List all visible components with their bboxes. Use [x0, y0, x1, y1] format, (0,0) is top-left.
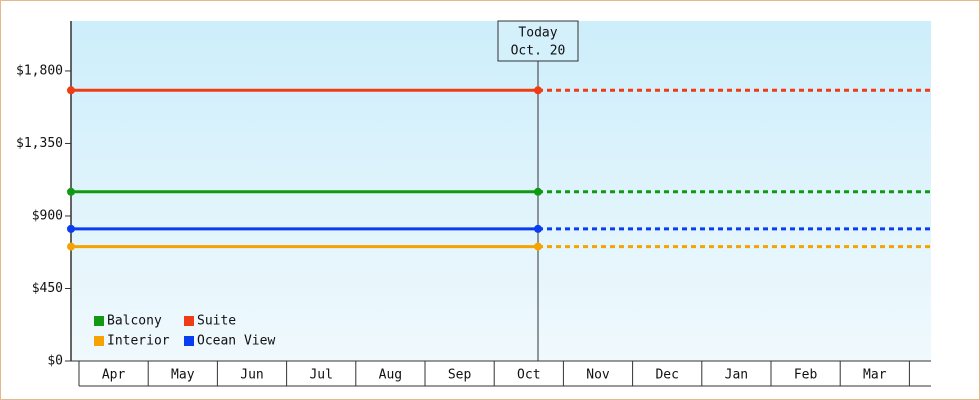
today-box	[497, 20, 579, 62]
x-tick-label: Mar	[863, 368, 887, 383]
y-tick-label: $450	[32, 281, 63, 296]
legend-label: Interior	[107, 334, 170, 349]
legend-swatch	[184, 316, 194, 326]
x-tick-label: Sep	[448, 368, 472, 383]
x-tick-label: Nov	[586, 368, 610, 383]
series-point	[534, 187, 542, 196]
legend-label: Ocean View	[197, 334, 275, 349]
x-tick-label: Aug	[379, 368, 402, 383]
y-tick-label: $1,800	[16, 63, 63, 78]
legend-swatch	[94, 316, 104, 326]
series-point	[534, 86, 542, 95]
series-point	[67, 187, 75, 196]
series-point	[67, 224, 75, 233]
x-tick-label: Apr	[102, 368, 126, 383]
legend-swatch	[94, 336, 104, 346]
x-tick-label: Feb	[794, 368, 818, 383]
x-tick-label: May	[171, 368, 195, 383]
x-tick-label: Oct	[517, 368, 540, 383]
y-tick-label: $0	[47, 354, 63, 369]
legend-label: Suite	[197, 314, 236, 329]
series-point	[67, 242, 75, 251]
x-tick-label: Jul	[309, 368, 332, 383]
today-title: Today	[518, 26, 557, 41]
legend-label: Balcony	[107, 314, 162, 329]
series-point	[534, 242, 542, 251]
x-tick-label: Jun	[240, 368, 263, 383]
x-tick-label: Dec	[655, 368, 678, 383]
y-tick-label: $900	[32, 208, 63, 223]
y-tick-label: $1,350	[16, 136, 63, 151]
series-point	[67, 86, 75, 95]
x-tick-label: Jan	[725, 368, 748, 383]
legend-swatch	[184, 336, 194, 346]
series-point	[534, 224, 542, 233]
today-date: Oct. 20	[511, 44, 566, 59]
